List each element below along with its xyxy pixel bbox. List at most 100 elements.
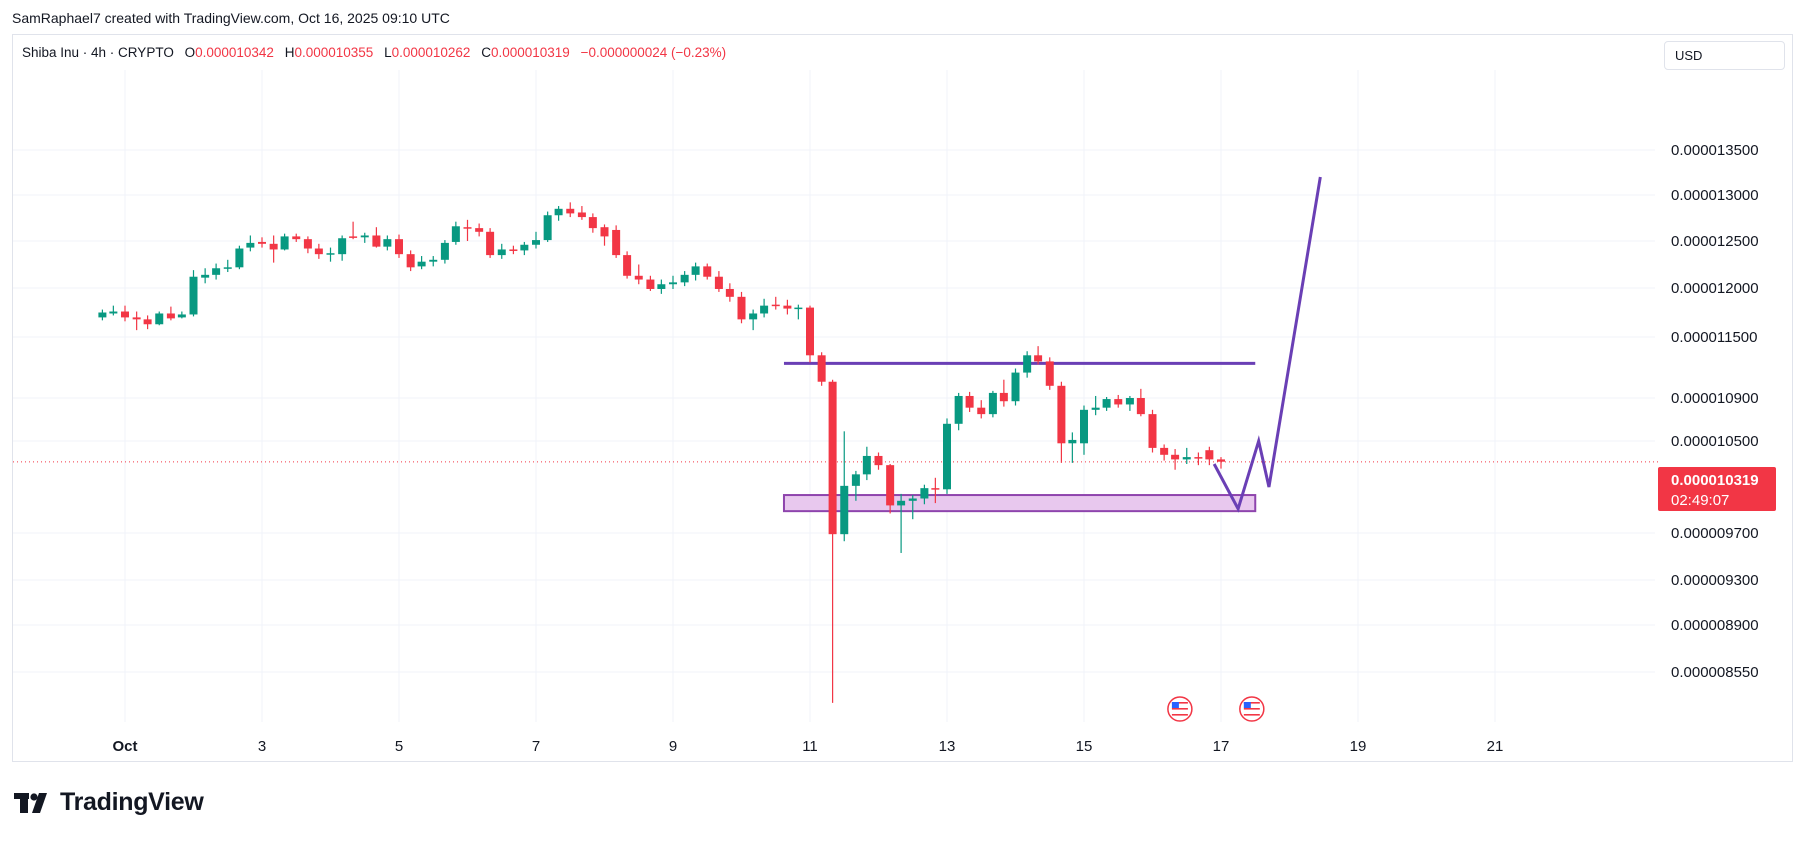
high-label: H <box>284 45 295 60</box>
flag-canton <box>1171 702 1179 708</box>
change-value: −0.000000024 (−0.23%) <box>580 45 727 60</box>
last-price-badge: 0.000010319 02:49:07 <box>1658 467 1776 511</box>
candle-body <box>737 296 746 320</box>
candle-body <box>691 266 700 275</box>
candle-body <box>669 282 677 285</box>
candle-body <box>314 248 323 255</box>
candle-body <box>1068 439 1077 444</box>
time-tick-label: 9 <box>669 738 677 755</box>
time-tick-label: 17 <box>1213 738 1230 755</box>
bar-countdown: 02:49:07 <box>1671 492 1729 509</box>
candle <box>623 251 632 279</box>
candle <box>1023 351 1032 378</box>
last-price-value: 0.000010319 <box>1671 472 1759 489</box>
candle-body <box>1217 459 1225 462</box>
symbol-name[interactable]: Shiba Inu · 4h · CRYPTO <box>22 45 174 60</box>
candle <box>1034 346 1043 365</box>
candle <box>1205 446 1214 466</box>
candle-body <box>886 465 895 506</box>
candle <box>840 431 849 542</box>
tradingview-wordmark: TradingView <box>60 788 204 816</box>
candle <box>143 315 152 330</box>
candle <box>691 262 700 281</box>
candle-body <box>109 311 118 314</box>
candle <box>166 306 175 321</box>
candle-body <box>463 227 472 229</box>
candle-body <box>554 208 563 216</box>
close-value: 0.000010319 <box>490 45 570 60</box>
high-value: 0.000010355 <box>294 45 374 60</box>
candle <box>874 452 883 470</box>
candle <box>794 304 803 320</box>
candle <box>988 390 997 418</box>
candle <box>383 235 392 251</box>
candle <box>520 241 529 256</box>
price-tick-label: 0.000012500 <box>1671 233 1759 250</box>
candle-body <box>1057 385 1066 444</box>
candle <box>931 477 940 504</box>
price-tick-label: 0.000012000 <box>1671 280 1759 297</box>
candle <box>646 275 655 291</box>
time-tick-label: 11 <box>802 738 818 755</box>
candle-body <box>908 498 917 501</box>
candle-body <box>132 317 141 320</box>
overlay-layer <box>1167 176 1322 722</box>
candle-body <box>246 242 255 248</box>
candle <box>554 206 563 221</box>
candle-body <box>600 227 609 237</box>
candle <box>749 309 758 331</box>
candle-body <box>451 226 460 242</box>
candle <box>440 240 449 264</box>
candle <box>314 243 323 259</box>
price-tick-label: 0.000010500 <box>1671 433 1759 450</box>
candle <box>258 237 266 248</box>
candle <box>155 311 164 326</box>
candle-body <box>269 243 278 250</box>
candle <box>588 213 597 233</box>
candle-body <box>475 228 484 232</box>
candle-body <box>897 500 906 506</box>
flag-stripe <box>1243 714 1260 716</box>
candle <box>303 236 312 254</box>
candle-body <box>588 217 597 229</box>
candle <box>1125 395 1134 411</box>
candle <box>1160 444 1169 461</box>
tradingview-logo[interactable]: TradingView <box>14 788 204 817</box>
candle-body <box>714 276 723 289</box>
time-tick-label: 19 <box>1350 738 1367 755</box>
flag-stripe <box>1171 705 1188 707</box>
candle-body <box>1205 450 1214 460</box>
candle <box>417 256 426 270</box>
candle-body <box>1102 399 1111 408</box>
price-tick-label: 0.000008900 <box>1671 617 1759 634</box>
candle-body <box>1023 355 1032 373</box>
candle-body <box>783 305 792 309</box>
candle <box>851 470 860 501</box>
candle-body <box>166 313 175 319</box>
candle <box>463 219 472 241</box>
candle <box>1217 457 1225 469</box>
tradingview-logo-icon <box>14 792 47 813</box>
price-tick-label: 0.000010900 <box>1671 390 1759 407</box>
candle-body <box>943 423 951 490</box>
candle-body <box>532 240 540 245</box>
candle-body <box>212 268 221 275</box>
candle-body <box>794 307 803 310</box>
candle <box>223 259 232 273</box>
time-tick-label: 7 <box>532 738 540 755</box>
currency-selector[interactable]: USD <box>1664 41 1785 70</box>
candle-body <box>372 235 381 247</box>
candle <box>817 352 826 386</box>
candle <box>177 311 186 319</box>
candle-body <box>155 313 164 325</box>
candle <box>977 400 986 419</box>
candle <box>999 379 1008 407</box>
candle-body <box>1125 398 1134 405</box>
candle-body <box>931 488 940 490</box>
price-tick-label: 0.000013500 <box>1671 142 1759 159</box>
flag-stripe <box>1171 708 1188 710</box>
open-value: 0.000010342 <box>195 45 274 60</box>
candle <box>109 305 118 316</box>
candle <box>920 484 929 505</box>
